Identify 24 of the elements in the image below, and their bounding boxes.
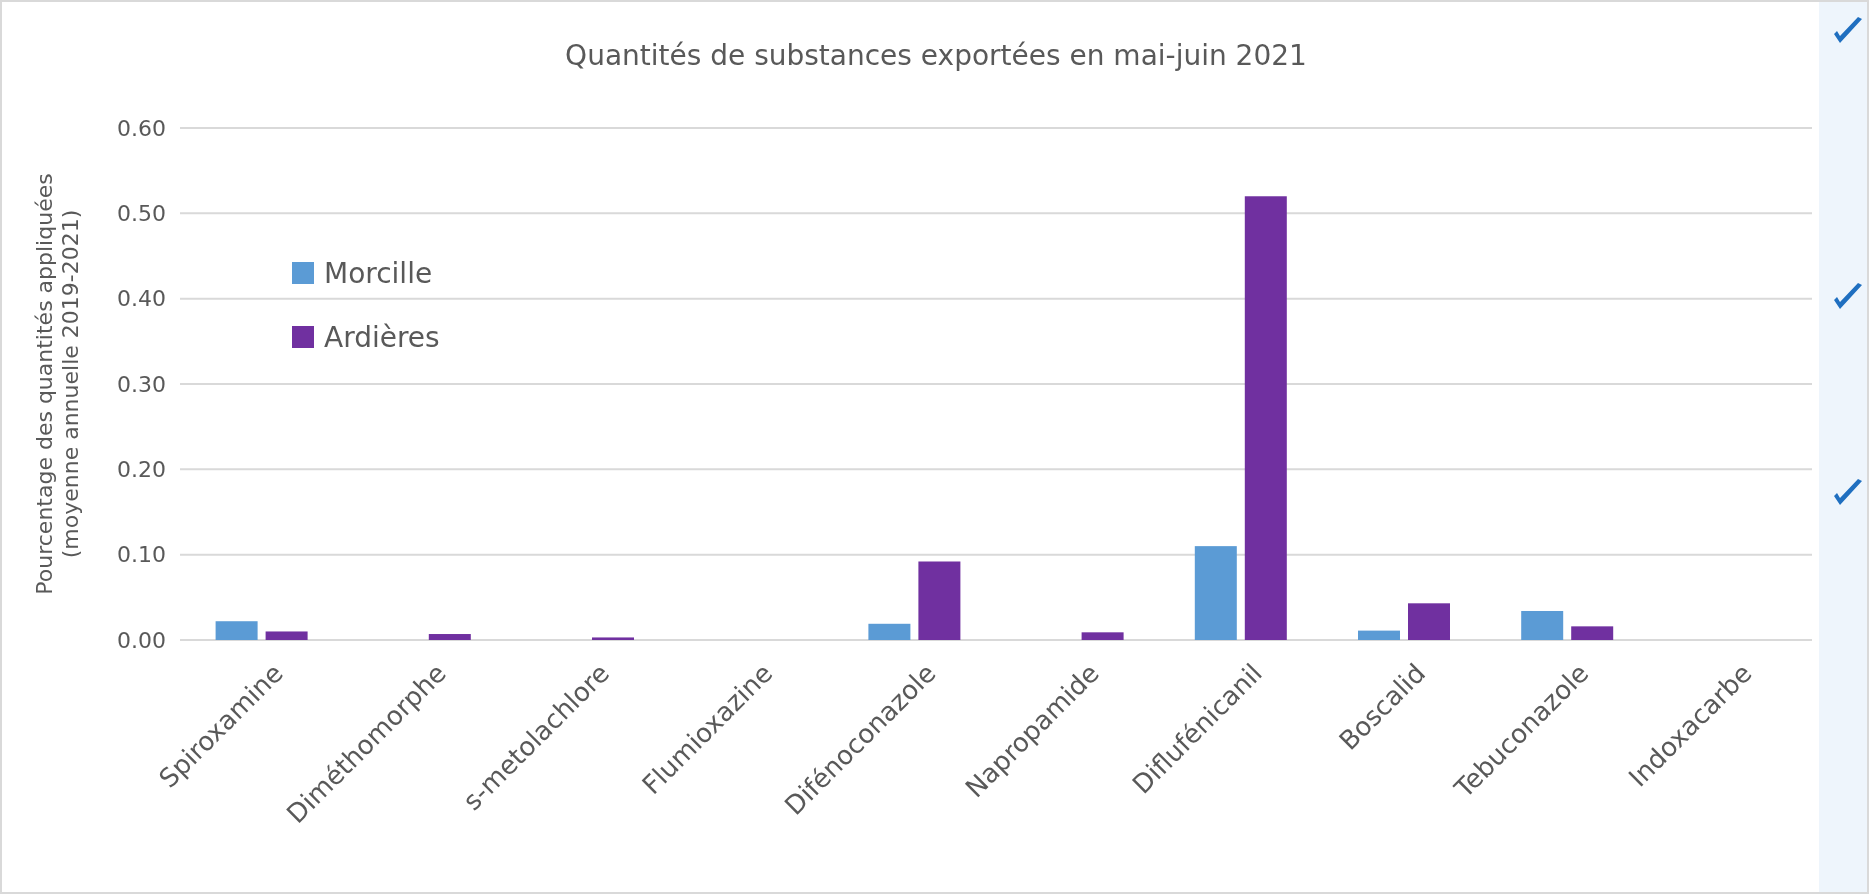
chart-title: Quantités de substances exportées en mai-juin 2021: [565, 39, 1307, 72]
bar: [1194, 546, 1237, 640]
y-tick-label: 0.10: [117, 542, 166, 568]
bar: [1571, 626, 1614, 640]
y-tick-label: 0.40: [117, 286, 166, 312]
bar: [1081, 632, 1124, 640]
y-tick-label: 0.20: [117, 457, 166, 483]
legend-label: Ardières: [324, 320, 440, 354]
bar: [265, 631, 308, 640]
y-tick-label: 0.60: [117, 115, 166, 141]
bar: [428, 634, 471, 640]
y-tick-label: 0.00: [117, 627, 166, 653]
bar: [918, 561, 961, 640]
bar: [1521, 610, 1564, 640]
bar: [1408, 603, 1450, 640]
legend-label: Morcille: [324, 256, 433, 290]
bar: [868, 623, 911, 640]
y-tick-label: 0.50: [117, 201, 166, 227]
bar: [215, 621, 258, 640]
bar: [1244, 196, 1287, 640]
bar: [1358, 630, 1400, 640]
y-tick-label: 0.30: [117, 371, 166, 397]
bar: [592, 637, 634, 640]
y-axis-title: Pourcentage des quantités appliquées (moyenne annuelle 2019-2021): [32, 173, 83, 595]
